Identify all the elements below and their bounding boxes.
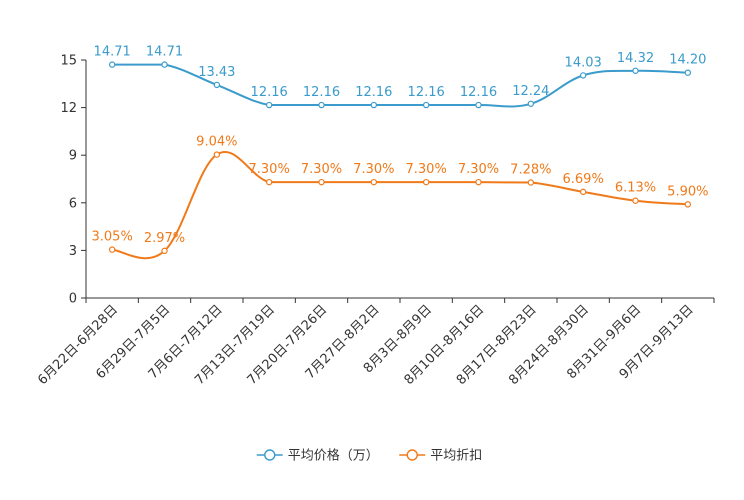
data-point [161, 247, 168, 255]
data-point [265, 178, 273, 186]
data-label: 5.90% [667, 184, 708, 199]
data-point [527, 100, 535, 107]
legend-marker-icon [264, 449, 276, 461]
legend-label: 平均折扣 [430, 449, 482, 464]
data-point [632, 67, 639, 74]
data-point [684, 201, 692, 208]
data-point [527, 179, 535, 186]
data-point [213, 81, 221, 89]
data-label: 12.24 [512, 84, 549, 99]
data-label: 7.30% [249, 162, 290, 177]
series-line-1 [112, 151, 688, 260]
y-tick-label: 6 [69, 196, 77, 211]
y-tick-label: 9 [69, 149, 77, 164]
legend: 平均价格（万） 平均折扣 [256, 448, 482, 464]
data-label: 13.43 [198, 65, 235, 80]
legend-item-0: 平均价格（万） [256, 448, 379, 464]
data-point [579, 188, 587, 196]
series-layer [108, 61, 692, 260]
data-label: 3.05% [92, 230, 133, 245]
data-point [265, 101, 273, 109]
data-point [370, 101, 378, 109]
legend-label: 平均价格（万） [288, 448, 379, 464]
series-line-0 [112, 63, 688, 108]
data-point [422, 178, 430, 186]
data-point [475, 178, 482, 186]
data-label: 14.03 [565, 55, 602, 70]
data-label: 12.16 [460, 85, 497, 100]
data-point [318, 101, 325, 109]
data-labels: 14.71 14.71 13.43 12.16 12.16 12.16 12.16 12.16… [92, 45, 709, 246]
data-label: 7.30% [301, 162, 342, 177]
data-label: 12.16 [251, 85, 288, 100]
data-label: 12.16 [355, 85, 392, 100]
data-label: 14.32 [617, 51, 654, 66]
data-point [684, 69, 692, 76]
data-label: 14.71 [146, 45, 183, 60]
data-label: 12.16 [408, 85, 445, 100]
y-tick-label: 3 [69, 244, 77, 259]
data-label: 12.16 [303, 85, 340, 100]
y-tick-label: 12 [60, 101, 77, 116]
data-point [108, 246, 116, 253]
data-label: 14.71 [94, 45, 131, 60]
data-label: 7.30% [353, 162, 394, 177]
data-label: 7.30% [406, 162, 447, 177]
data-point [108, 61, 116, 68]
legend-item-1: 平均折扣 [399, 449, 482, 464]
data-point [632, 197, 639, 204]
data-label: 9.04% [196, 135, 237, 150]
data-label: 14.20 [669, 53, 706, 68]
data-label: 6.13% [615, 181, 656, 196]
data-point [213, 151, 221, 158]
data-label: 2.97% [144, 231, 185, 246]
data-point [422, 101, 430, 109]
data-point [161, 61, 168, 68]
data-point [318, 178, 325, 186]
data-point [370, 178, 378, 186]
data-point [579, 72, 587, 79]
data-label: 7.28% [510, 162, 551, 177]
data-label: 7.30% [458, 162, 499, 177]
y-tick-label: 15 [60, 54, 77, 69]
data-point [475, 101, 482, 109]
y-tick-label: 0 [69, 292, 77, 307]
legend-marker-icon [406, 449, 418, 461]
data-label: 6.69% [563, 172, 604, 187]
